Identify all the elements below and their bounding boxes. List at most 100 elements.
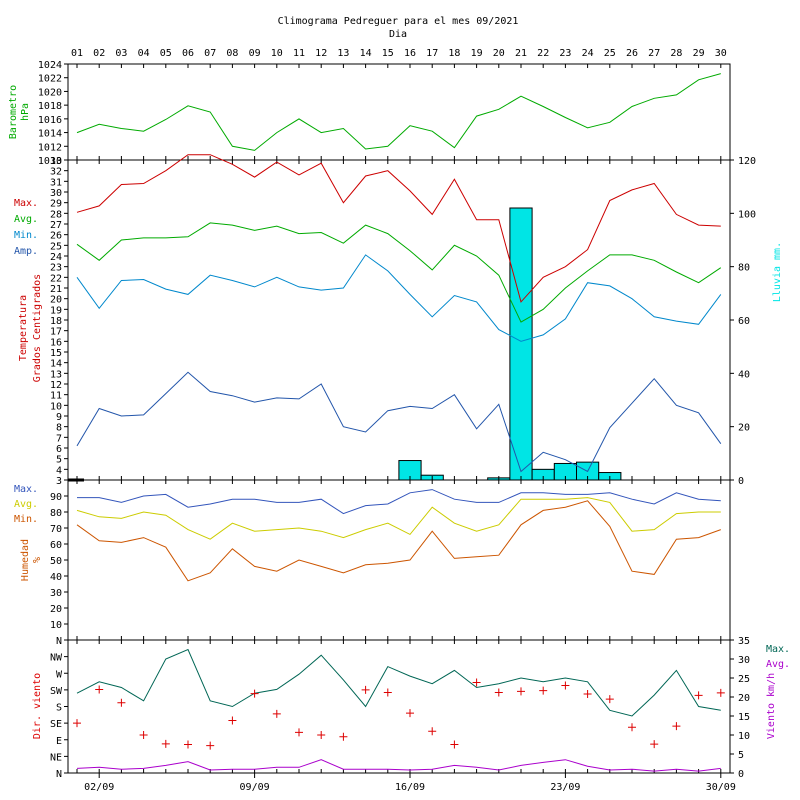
wind-tick-label-30: 30: [738, 655, 750, 666]
day-label-03: 03: [115, 48, 127, 59]
temp-tick-label-9: 9: [56, 412, 62, 423]
barometer-frame: [67, 63, 731, 161]
baro-tick-label-1022: 1022: [38, 74, 62, 85]
temp-tick-label-22: 22: [50, 273, 62, 284]
hum-legend-max: Max.: [14, 484, 38, 495]
hum-tick-label-10: 10: [50, 620, 62, 631]
day-label-19: 19: [471, 48, 483, 59]
wind-dir-point-07: [206, 741, 215, 750]
wind-dir-label-0: N: [56, 769, 62, 780]
hum-tick-label-90: 90: [50, 492, 62, 503]
wind-dir-label-7: NW: [50, 653, 63, 664]
wind-dir-point-25: [605, 695, 614, 704]
wind-dir-point-30: [716, 688, 725, 697]
temp-tick-label-24: 24: [50, 252, 62, 263]
day-label-18: 18: [448, 48, 460, 59]
baro-tick-label-1014: 1014: [38, 129, 62, 140]
wind-dir-label-3: SE: [50, 719, 62, 730]
temp-tick-label-23: 23: [50, 263, 62, 274]
day-label-08: 08: [226, 48, 238, 59]
hum-tick-label-70: 70: [50, 524, 62, 535]
wind-dir-point-20: [494, 688, 503, 697]
wind-dir-point-18: [450, 740, 459, 749]
rain-axis-label: Lluvia mm.: [772, 242, 783, 302]
temp-tick-label-27: 27: [50, 220, 62, 231]
temp-tick-label-15: 15: [50, 348, 62, 359]
temp-line-amp: [76, 371, 722, 473]
day-label-07: 07: [204, 48, 216, 59]
wind-dir-point-27: [650, 740, 659, 749]
wind-dir-label-8: N: [56, 636, 62, 647]
wind-dir-point-16: [406, 709, 414, 718]
temp-tick-label-11: 11: [50, 391, 62, 402]
baro-tick-label-1024: 1024: [38, 60, 62, 71]
temp-legend-max: Max.: [14, 198, 38, 209]
temp-tick-label-13: 13: [50, 369, 62, 380]
temp-tick-label-20: 20: [50, 295, 62, 306]
bottom-date-label-1: 09/09: [240, 782, 270, 793]
day-label-25: 25: [604, 48, 616, 59]
temp-tick-label-31: 31: [50, 177, 62, 188]
day-label-09: 09: [249, 48, 261, 59]
day-label-22: 22: [537, 48, 549, 59]
humidity-frame: [67, 479, 731, 641]
bottom-date-labels: 02/09 09/09 16/09 23/09 30/09: [84, 773, 736, 793]
wind-panel: N NE E SE S SW W NW N 0 5 10 15 20 25 30 35 Max. Avg. Dir. …: [32, 636, 790, 780]
temp-tick-label-10: 10: [50, 401, 62, 412]
temp-tick-label-16: 16: [50, 337, 62, 348]
wind-dir-label-1: NE: [50, 752, 62, 763]
wind-tick-label-0: 0: [738, 769, 744, 780]
temp-tick-label-29: 29: [50, 199, 62, 210]
wind-dir-point-08: [228, 716, 237, 725]
hum-tick-label-20: 20: [50, 604, 62, 615]
wind-dir-point-29: [694, 691, 703, 700]
day-label-17: 17: [426, 48, 438, 59]
temp-tick-label-12: 12: [50, 380, 62, 391]
barometer-line: [76, 73, 721, 151]
wind-dir-point-12: [317, 730, 326, 739]
temp-tick-label-3: 3: [56, 476, 62, 487]
hum-tick-label-40: 40: [50, 572, 62, 583]
day-label-14: 14: [360, 48, 372, 59]
baro-tick-label-1010: 1010: [38, 156, 62, 167]
wind-dir-point-05: [161, 739, 170, 748]
day-label-21: 21: [515, 48, 527, 59]
wind-line-wind_max: [76, 648, 721, 717]
wind-dir-point-01: [73, 719, 81, 728]
day-label-10: 10: [271, 48, 283, 59]
day-label-05: 05: [160, 48, 172, 59]
wind-dir-point-04: [139, 730, 148, 739]
temp-tick-label-26: 26: [50, 231, 62, 242]
rain-tick-label-0: 0: [738, 476, 744, 487]
wind-tick-label-20: 20: [738, 693, 750, 704]
day-label-15: 15: [382, 48, 394, 59]
humidity-axis-unit: %: [32, 557, 43, 563]
temp-tick-label-33: 33: [50, 156, 62, 167]
day-label-26: 26: [626, 48, 638, 59]
humidity-line-hum_min: [76, 500, 721, 582]
wind-frame: [67, 639, 731, 774]
wind-dir-point-11: [295, 728, 303, 737]
temperature-frame: [67, 159, 731, 481]
wind-tick-label-35: 35: [738, 636, 750, 647]
temp-legend-avg: Avg.: [14, 214, 38, 225]
wind-legend-max: Max.: [766, 644, 790, 655]
x-axis-label: Dia: [389, 29, 407, 40]
temp-tick-label-7: 7: [56, 433, 62, 444]
wind-dir-point-23: [561, 681, 570, 690]
wind-dir-point-06: [184, 740, 192, 749]
baro-tick-label-1012: 1012: [38, 142, 62, 153]
baro-tick-label-1016: 1016: [38, 115, 62, 126]
humidity-axis-label: Humedad: [20, 539, 31, 581]
hum-tick-label-80: 80: [50, 508, 62, 519]
hum-legend-avg: Avg.: [14, 499, 38, 510]
barometer-panel: 1010 1012 1014 1016 1018 1020 1022 1024 Barometr…: [8, 60, 731, 167]
baro-tick-label-1018: 1018: [38, 101, 62, 112]
temperature-panel: 3456789101112131415161718192021222324252…: [14, 154, 783, 487]
temp-tick-label-19: 19: [50, 305, 62, 316]
bottom-date-label-3: 23/09: [550, 782, 580, 793]
rain-tick-label-120: 120: [738, 156, 756, 167]
day-labels: 01 02 03 04 05 06 07 08 09 10 11 12 13 14 15 16 17 18 19 20…: [71, 48, 727, 59]
barometer-axis-label: Barometro: [8, 85, 19, 139]
wind-dir-point-19: [472, 678, 481, 687]
